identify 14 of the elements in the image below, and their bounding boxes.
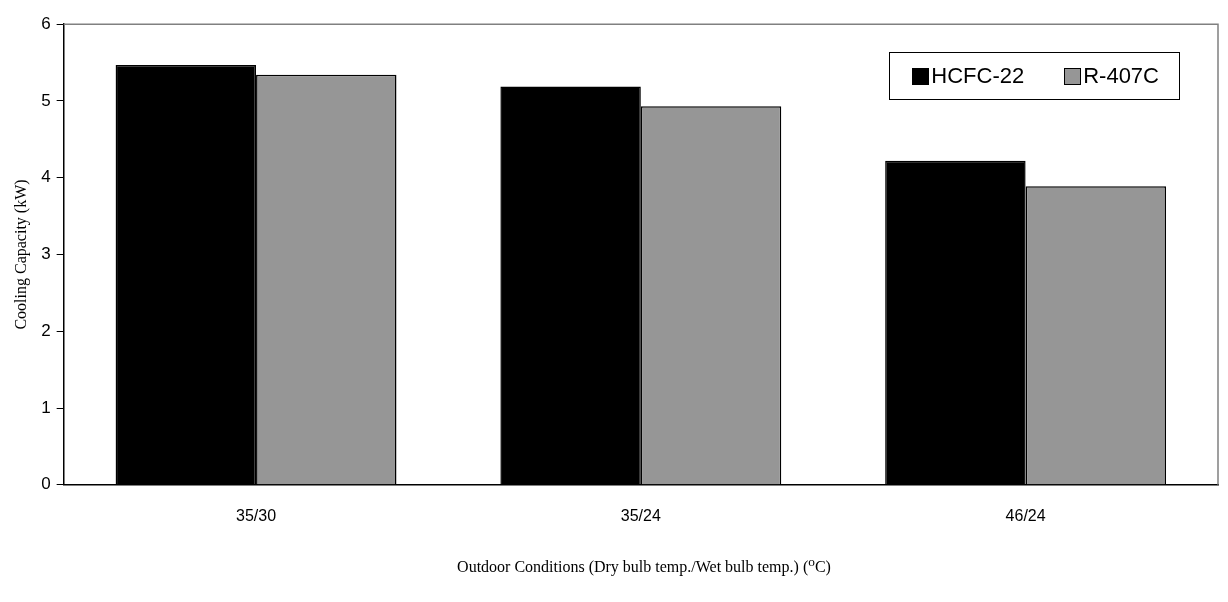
x-tick-label: 46/24 bbox=[1005, 506, 1046, 524]
legend-label: R-407C bbox=[1083, 63, 1159, 89]
x-axis-title: Outdoor Conditions (Dry bulb temp./Wet bulb temp.) ($^{o}$C) bbox=[456, 554, 832, 577]
y-tick-label: 4 bbox=[41, 167, 51, 187]
y-tick-label: 0 bbox=[41, 474, 51, 494]
y-tick-label: 2 bbox=[41, 320, 51, 340]
y-tick-label: 1 bbox=[41, 397, 51, 417]
x-tick-label: 35/30 bbox=[236, 506, 277, 524]
y-tick-label: 6 bbox=[41, 13, 51, 33]
x-tick-label: 35/24 bbox=[620, 506, 661, 524]
y-axis-title: Cooling Capacity (kW) bbox=[11, 179, 30, 330]
legend-label: HCFC-22 bbox=[931, 63, 1025, 89]
y-tick-label: 3 bbox=[41, 244, 51, 264]
y-tick-label: 5 bbox=[41, 90, 51, 110]
